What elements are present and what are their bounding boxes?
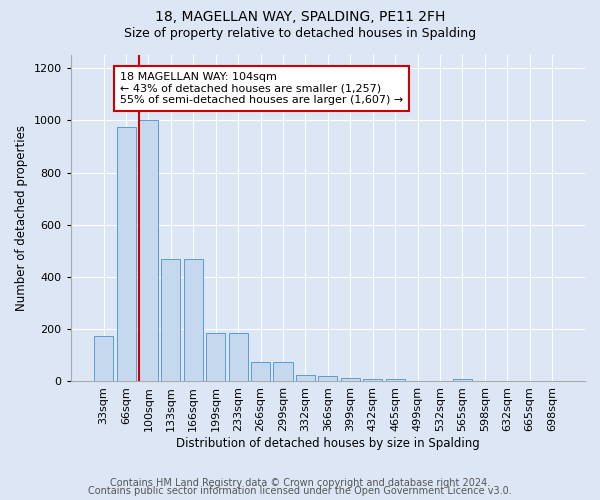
Bar	[184, 258, 203, 382]
Text: Size of property relative to detached houses in Spalding: Size of property relative to detached ho…	[124, 28, 476, 40]
Bar	[363, 379, 382, 382]
Bar	[139, 120, 158, 382]
Bar	[296, 375, 315, 382]
Bar	[251, 362, 270, 382]
Bar	[274, 362, 293, 382]
Text: Contains public sector information licensed under the Open Government Licence v3: Contains public sector information licen…	[88, 486, 512, 496]
Bar	[319, 376, 337, 382]
Text: Contains HM Land Registry data © Crown copyright and database right 2024.: Contains HM Land Registry data © Crown c…	[110, 478, 490, 488]
Bar	[229, 333, 248, 382]
Bar	[386, 379, 404, 382]
Bar	[206, 333, 225, 382]
Bar	[94, 336, 113, 382]
Bar	[161, 258, 181, 382]
Y-axis label: Number of detached properties: Number of detached properties	[15, 125, 28, 311]
Bar	[453, 379, 472, 382]
Bar	[341, 378, 360, 382]
Bar	[116, 127, 136, 382]
Text: 18, MAGELLAN WAY, SPALDING, PE11 2FH: 18, MAGELLAN WAY, SPALDING, PE11 2FH	[155, 10, 445, 24]
X-axis label: Distribution of detached houses by size in Spalding: Distribution of detached houses by size …	[176, 437, 480, 450]
Text: 18 MAGELLAN WAY: 104sqm
← 43% of detached houses are smaller (1,257)
55% of semi: 18 MAGELLAN WAY: 104sqm ← 43% of detache…	[120, 72, 403, 105]
